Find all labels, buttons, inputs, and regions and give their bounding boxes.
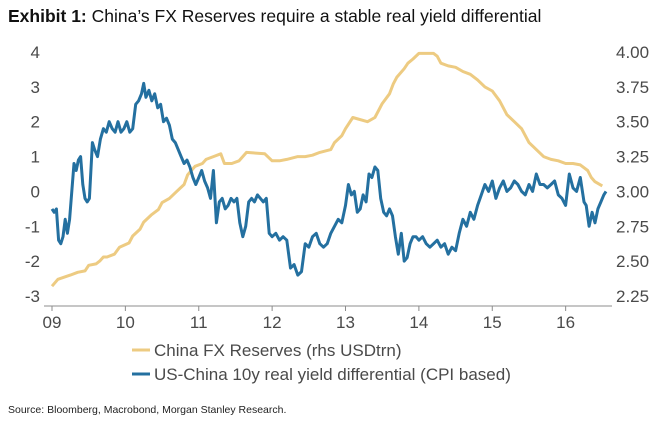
series-layer	[50, 51, 608, 288]
left-tick-label: 3	[31, 78, 40, 97]
left-tick-label: -1	[25, 217, 40, 236]
x-tick-label: 14	[409, 313, 428, 332]
x-tick-label: 11	[190, 313, 208, 332]
left-tick-label: -2	[25, 252, 40, 271]
left-tick-label: 1	[31, 148, 40, 167]
x-axis-ticks: 09 10 11 12 13 14 15 16	[43, 306, 575, 332]
legend: China FX Reserves (rhs USDtrn) US-China …	[132, 341, 511, 384]
x-tick-label: 09	[43, 313, 62, 332]
series-yield-differential-line	[50, 81, 608, 277]
right-axis-ticks: 4.00 3.75 3.50 3.25 3.00 2.75 2.50 2.25	[616, 43, 649, 306]
right-tick-label: 4.00	[616, 43, 649, 62]
x-tick-label: 12	[263, 313, 282, 332]
right-tick-label: 2.50	[616, 252, 649, 271]
x-tick-label: 15	[483, 313, 502, 332]
series-fx-reserves-line	[50, 51, 604, 288]
right-tick-label: 3.00	[616, 182, 649, 201]
legend-label-fx-reserves: China FX Reserves (rhs USDtrn)	[154, 341, 402, 360]
legend-label-yield-differential: US-China 10y real yield differential (CP…	[154, 365, 511, 384]
right-tick-label: 3.75	[616, 78, 649, 97]
chart-title-text: China’s FX Reserves require a stable rea…	[91, 6, 542, 26]
chart-title: Exhibit 1: China’s FX Reserves require a…	[8, 6, 541, 27]
right-tick-label: 2.25	[616, 287, 649, 306]
left-tick-label: 0	[31, 182, 40, 201]
source-note: Source: Bloomberg, Macrobond, Morgan Sta…	[8, 404, 287, 416]
chart-title-lead: Exhibit 1:	[8, 6, 87, 26]
x-tick-label: 16	[556, 313, 575, 332]
left-tick-label: 4	[31, 43, 40, 62]
left-tick-label: -3	[25, 287, 40, 306]
right-tick-label: 2.75	[616, 217, 649, 236]
x-tick-label: 13	[336, 313, 355, 332]
right-tick-label: 3.50	[616, 113, 649, 132]
x-tick-label: 10	[116, 313, 135, 332]
left-axis-ticks: 4 3 2 1 0 -1 -2 -3	[25, 43, 40, 306]
left-tick-label: 2	[31, 113, 40, 132]
right-tick-label: 3.25	[616, 148, 649, 167]
